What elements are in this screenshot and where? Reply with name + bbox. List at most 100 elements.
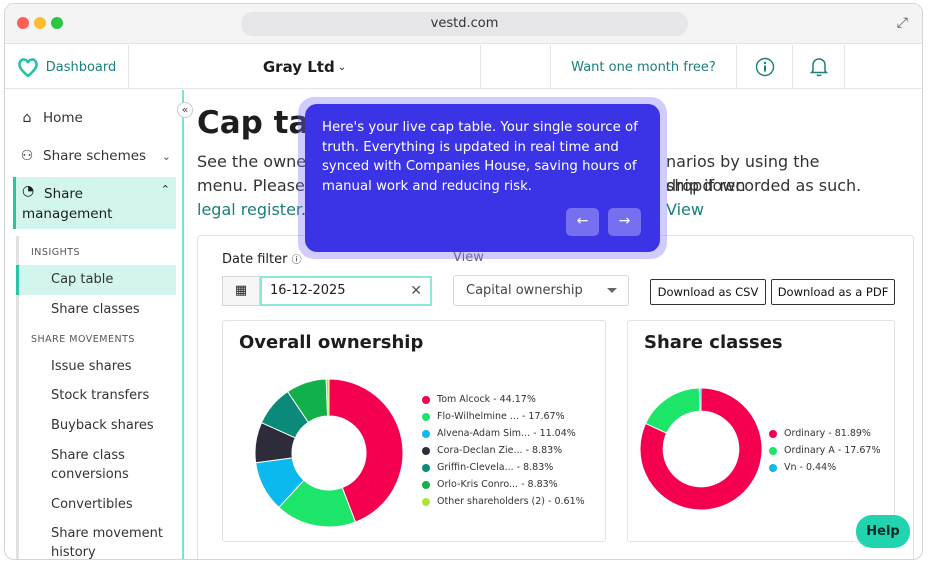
pie-chart-icon: ◔ bbox=[22, 183, 35, 199]
view-label: View bbox=[453, 250, 484, 265]
date-input[interactable]: 16-12-2025 ✕ bbox=[260, 276, 432, 306]
top-navigation: Dashboard Gray Ltd ⌄ Want one month free… bbox=[5, 45, 922, 89]
description-text: menu. Please r bbox=[197, 176, 317, 195]
submenu-rail bbox=[16, 236, 19, 559]
slice-ordinary-a[interactable] bbox=[644, 387, 701, 434]
sidebar-item-stock-transfers[interactable]: Stock transfers bbox=[51, 388, 150, 403]
address-bar[interactable]: vestd.com bbox=[241, 12, 688, 36]
download-pdf-button[interactable]: Download as a PDF bbox=[771, 279, 895, 305]
sidebar-item-share-management[interactable]: ◔ Share management ⌃ bbox=[13, 177, 176, 229]
sidebar-item-label: Share management bbox=[22, 186, 113, 222]
promo-label: Want one month free? bbox=[571, 59, 716, 75]
clear-icon[interactable]: ✕ bbox=[410, 283, 422, 299]
legend-item[interactable]: Vn - 0.44% bbox=[769, 459, 880, 476]
legend-item[interactable]: Flo-Wilhelmine ... - 17.67% bbox=[422, 408, 585, 425]
legend-item[interactable]: Cora-Declan Zie... - 8.83% bbox=[422, 442, 585, 459]
description-text: narios by using the dropdown bbox=[666, 152, 820, 195]
tooltip-next-button[interactable]: → bbox=[608, 208, 641, 236]
ownership-legend: Tom Alcock - 44.17% Flo-Wilhelmine ... - … bbox=[422, 391, 585, 510]
legend-label: Orlo-Kris Conro... - 8.83% bbox=[437, 479, 558, 490]
view-select-value: Capital ownership bbox=[466, 283, 583, 298]
page-description: See the owners narios by using the dropd… bbox=[197, 150, 897, 222]
legend-swatch bbox=[422, 480, 430, 489]
sidebar-item-issue-shares[interactable]: Issue shares bbox=[51, 359, 132, 374]
logo-dashboard-link[interactable]: Dashboard bbox=[5, 45, 129, 89]
legend-label: Other shareholders (2) - 0.61% bbox=[437, 496, 585, 507]
date-filter-label: Date filter ⓘ bbox=[222, 251, 302, 267]
sidebar-item-share-movement-history[interactable]: Share movement history bbox=[51, 526, 163, 560]
legend-item[interactable]: Ordinary - 81.89% bbox=[769, 425, 880, 442]
description-text: . bbox=[301, 200, 307, 219]
download-csv-button[interactable]: Download as CSV bbox=[650, 279, 766, 305]
ownership-donut-chart bbox=[254, 378, 404, 528]
fullscreen-icon[interactable]: ⤢ bbox=[896, 15, 908, 31]
description-text: ship if recorded as such. bbox=[666, 176, 862, 195]
legend-item[interactable]: Ordinary A - 17.67% bbox=[769, 442, 880, 459]
calendar-icon[interactable]: ▦ bbox=[222, 276, 260, 306]
view-select[interactable]: Capital ownership bbox=[453, 275, 629, 306]
slice-tom-alcock[interactable] bbox=[328, 378, 404, 523]
info-icon[interactable]: ⓘ bbox=[291, 255, 302, 266]
legend-label: Vn - 0.44% bbox=[784, 462, 837, 473]
browser-window: vestd.com ⤢ Dashboard Gray Ltd ⌄ Want on… bbox=[4, 3, 923, 560]
legend-swatch bbox=[422, 395, 430, 404]
home-icon: ⌂ bbox=[22, 110, 32, 126]
legend-item[interactable]: Alvena-Adam Sim... - 11.04% bbox=[422, 425, 585, 442]
collapse-sidebar-icon[interactable]: « bbox=[177, 102, 193, 118]
sidebar-item-home[interactable]: ⌂ Home bbox=[19, 110, 83, 126]
sidebar-item-buyback-shares[interactable]: Buyback shares bbox=[51, 418, 154, 433]
cap-table-panel: Date filter ⓘ ▦ 16-12-2025 ✕ View Capita… bbox=[197, 235, 914, 559]
sidebar-item-label: Home bbox=[43, 110, 83, 126]
legend-swatch bbox=[422, 412, 430, 421]
org-name: Gray Ltd bbox=[262, 58, 335, 76]
main-content: Cap tab See the owners narios by using t… bbox=[197, 90, 922, 559]
ownership-title: Overall ownership bbox=[239, 332, 424, 353]
share-classes-donut-chart bbox=[639, 387, 763, 511]
bell-icon bbox=[809, 58, 828, 77]
legend-label: Ordinary A - 17.67% bbox=[784, 445, 881, 456]
legend-item[interactable]: Griffin-Clevela... - 8.83% bbox=[422, 459, 585, 476]
sidebar-item-share-classes[interactable]: Share classes bbox=[51, 302, 140, 317]
maximize-dot[interactable] bbox=[51, 17, 63, 29]
close-dot[interactable] bbox=[17, 17, 29, 29]
slice-other-shareholders-2[interactable] bbox=[325, 378, 330, 417]
minimize-dot[interactable] bbox=[34, 17, 46, 29]
description-text: See the owners bbox=[197, 152, 322, 171]
legend-swatch bbox=[769, 446, 777, 455]
legal-register-link[interactable]: legal register bbox=[197, 200, 302, 219]
ownership-card: Overall ownership Tom Alcock - 44.17% Flo… bbox=[222, 320, 606, 542]
legend-label: Tom Alcock - 44.17% bbox=[437, 394, 536, 405]
active-item-highlight bbox=[16, 265, 176, 295]
legend-swatch bbox=[422, 497, 430, 506]
legend-label: Alvena-Adam Sim... - 11.04% bbox=[437, 428, 576, 439]
sidebar-item-label: Share schemes bbox=[43, 148, 147, 164]
legend-item[interactable]: Orlo-Kris Conro... - 8.83% bbox=[422, 476, 585, 493]
legend-label: Cora-Declan Zie... - 8.83% bbox=[437, 445, 563, 456]
view-link[interactable]: View bbox=[666, 200, 704, 219]
promo-link[interactable]: Want one month free? bbox=[551, 45, 737, 89]
legend-swatch bbox=[769, 463, 777, 472]
info-button[interactable] bbox=[737, 45, 793, 89]
sidebar-item-cap-table[interactable]: Cap table bbox=[51, 272, 114, 287]
sidebar-item-convertibles[interactable]: Convertibles bbox=[51, 497, 133, 512]
slice-ordinary[interactable] bbox=[639, 387, 763, 511]
info-circle-icon bbox=[755, 57, 774, 77]
legend-item[interactable]: Tom Alcock - 44.17% bbox=[422, 391, 585, 408]
legend-item[interactable]: Other shareholders (2) - 0.61% bbox=[422, 493, 585, 510]
sidebar-item-share-schemes[interactable]: ⚇ Share schemes ⌄ bbox=[19, 148, 179, 164]
sidebar-item-share-class-conversions[interactable]: Share class conversions bbox=[51, 448, 129, 482]
org-switcher[interactable]: Gray Ltd ⌄ bbox=[129, 45, 481, 89]
dashboard-label: Dashboard bbox=[45, 59, 117, 75]
caret-down-icon bbox=[607, 288, 617, 293]
slice-vn[interactable] bbox=[698, 387, 702, 412]
share-classes-card: Share classes Ordinary - 81.89% Ordinary … bbox=[627, 320, 895, 542]
tooltip-prev-button[interactable]: ← bbox=[566, 208, 599, 236]
share-classes-title: Share classes bbox=[644, 332, 783, 353]
topbar-spacer bbox=[481, 45, 551, 89]
legend-swatch bbox=[422, 463, 430, 472]
tooltip-text: Here's your live cap table. Your single … bbox=[322, 120, 638, 194]
chevron-down-icon: ⌄ bbox=[337, 61, 347, 73]
notifications-button[interactable] bbox=[793, 45, 845, 89]
help-button[interactable]: Help bbox=[856, 515, 910, 548]
users-icon: ⚇ bbox=[20, 148, 34, 164]
